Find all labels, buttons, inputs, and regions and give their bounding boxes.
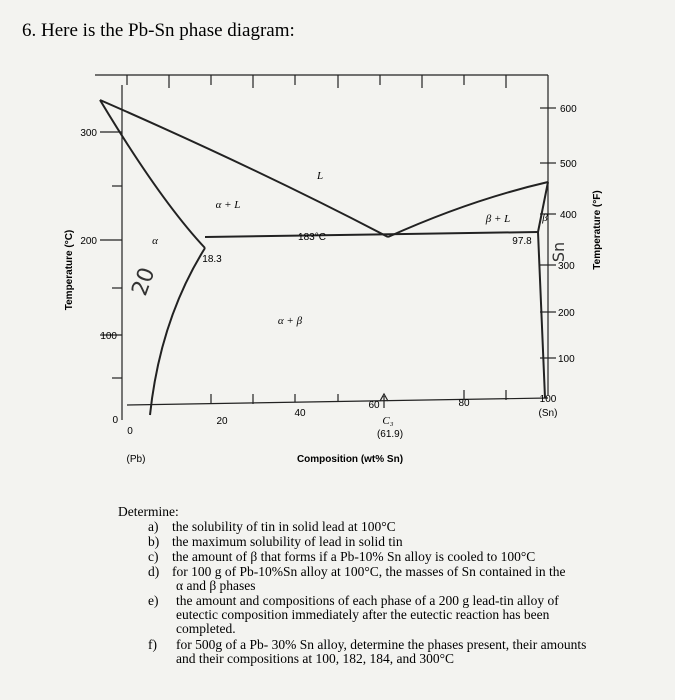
c3-arrow [379,392,389,408]
annotation: C₃ [382,415,393,427]
x-tick: 0 [127,426,133,437]
x-tick: 20 [216,416,228,427]
item-line: the solubility of tin in solid lead at 1… [172,519,396,534]
right-tick: 300 [558,261,575,272]
liquidus-left [99,99,389,238]
top-ticks [126,75,507,88]
right-tick: 600 [560,104,577,115]
item-label: e) [148,593,159,608]
x-end-label: (Sn) [539,408,558,419]
right-tick: 500 [560,159,577,170]
heading: 6. Here is the Pb-Sn phase diagram: [22,20,295,41]
bottom-ticks [210,390,507,404]
left-tick: 0 [112,415,118,426]
annotation: (61.9) [377,429,403,440]
region-label: α + β [278,315,303,327]
left-ticks [100,131,122,379]
region-label: α [152,235,158,247]
item-line: α and β phases [176,578,256,593]
region-label: β [541,212,548,224]
item-line: for 100 g of Pb-10%Sn alloy at 100°C, th… [172,564,565,579]
item-line: the amount and compositions of each phas… [176,593,559,608]
item-label: b) [148,534,159,549]
x-axis-label: Composition (wt% Sn) [297,454,403,465]
region-label: L [316,170,323,182]
region-label: β + L [485,213,511,225]
x-tick: 100 [540,394,557,405]
x-tick: 40 [294,408,306,419]
left-tick: 100 [100,331,117,342]
beta-boundary [536,181,549,399]
item-line: the amount of β that forms if a Pb-10% S… [172,549,535,564]
item-line: completed. [176,621,236,636]
handwritten-note: 20 [127,264,160,299]
left-tick: 200 [80,236,97,247]
item-line: and their compositions at 100, 182, 184,… [176,651,454,666]
item-line: the maximum solubility of lead in solid … [172,534,403,549]
annotation: 97.8 [512,236,532,247]
annotation: 183°C [298,232,326,243]
x-tick: 60 [368,400,380,411]
right-tick: 100 [558,354,575,365]
questions: Determine: a) the solubility of tin in s… [118,504,586,666]
item-line: eutectic composition immediately after t… [176,607,550,622]
solidus-alpha [99,99,206,249]
liquidus-right [387,181,549,238]
x-tick: 80 [458,398,470,409]
right-axis-label: Temperature (°F) [592,190,603,269]
solvus-alpha [149,247,206,416]
item-line: for 500g of a Pb- 30% Sn alloy, determin… [176,637,586,652]
item-label: c) [148,549,159,564]
handwritten-note: Sn [549,242,568,262]
phase-diagram: 300 200 100 0 600 500 400 300 200 100 Te… [64,74,603,465]
item-label: f) [148,637,157,652]
intro: Determine: [118,504,179,519]
region-label: α + L [216,199,241,211]
annotation: 18.3 [202,254,222,265]
right-tick: 400 [560,210,577,221]
left-axis-label: Temperature (°C) [64,230,75,311]
left-tick: 300 [80,128,97,139]
item-label: a) [148,519,159,534]
x-end-label: (Pb) [127,454,146,465]
eutectic-line [204,231,539,238]
right-tick: 200 [558,308,575,319]
item-label: d) [148,564,159,579]
